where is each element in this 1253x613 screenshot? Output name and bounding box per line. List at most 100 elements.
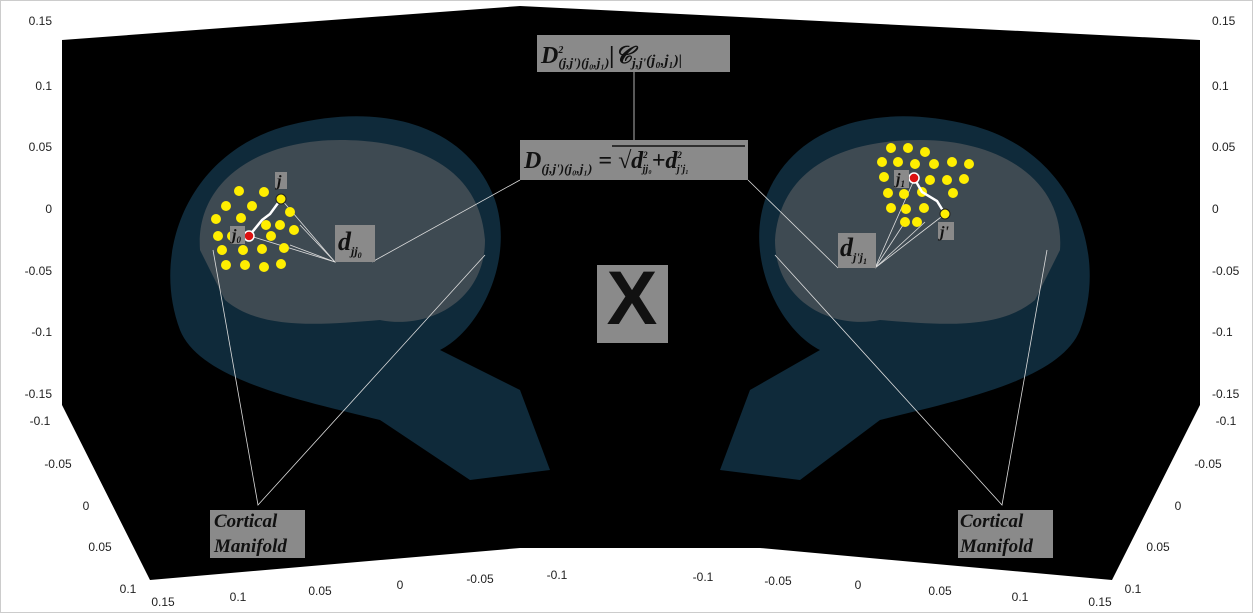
electrode-dot — [886, 143, 896, 153]
electrode-dot — [877, 157, 887, 167]
electrode-dot — [899, 189, 909, 199]
label-box — [838, 233, 876, 268]
electrode-dot — [883, 188, 893, 198]
depth-tick-label: 0 — [83, 499, 90, 513]
label-box — [335, 225, 375, 262]
distance-label: d — [840, 233, 854, 262]
formula-part: d — [665, 148, 678, 174]
point-label: j' — [937, 224, 949, 241]
electrode-dot — [236, 213, 246, 223]
electrode-dot — [886, 203, 896, 213]
point-label: j — [229, 227, 237, 244]
x-tick-label: 0.1 — [1012, 590, 1029, 604]
x-tick-label: -0.1 — [693, 570, 714, 584]
point-j-prime — [939, 208, 951, 220]
label-box — [894, 170, 909, 188]
electrode-dot — [279, 243, 289, 253]
electrode-dot — [211, 214, 221, 224]
z-tick-label: 0.15 — [29, 14, 53, 28]
z-tick-label: 0.1 — [1212, 79, 1229, 93]
point-label: j — [893, 171, 901, 188]
electrode-dot — [929, 159, 939, 169]
electrode-dot — [925, 175, 935, 185]
manifold-label: Cortical — [214, 511, 278, 532]
x-tick-label: 0.05 — [928, 584, 952, 598]
electrode-dot — [959, 174, 969, 184]
electrode-dot — [266, 231, 276, 241]
depth-tick-label: 0.1 — [1125, 582, 1142, 596]
subscript: 0 — [358, 251, 362, 260]
formula-part: (j₀,j₁)| — [646, 53, 682, 69]
x-tick-label: 0 — [397, 578, 404, 592]
distance-label: d — [338, 227, 352, 256]
x-tick-label: 0.05 — [308, 584, 332, 598]
label-box — [958, 510, 1053, 558]
formula-part: jj₀ — [641, 164, 653, 175]
electrode-dot — [942, 175, 952, 185]
distance-label: djj0 — [338, 227, 362, 260]
electrode-dot — [879, 172, 889, 182]
depth-tick-label: -0.05 — [1194, 457, 1222, 471]
formula-box — [537, 35, 730, 72]
depth-tick-label: -0.05 — [44, 457, 72, 471]
z-tick-label: -0.1 — [1212, 325, 1233, 339]
subscript: 1 — [900, 179, 905, 189]
point-j1 — [908, 172, 920, 184]
point-j0 — [243, 230, 255, 242]
z-tick-label: 0 — [1212, 202, 1219, 216]
depth-tick-label: 0.05 — [88, 540, 112, 554]
electrode-dot — [238, 245, 248, 255]
label-box — [275, 172, 287, 189]
x-tick-label: -0.1 — [547, 568, 568, 582]
formula: D(j,j')(j₀,j₁) = √d2 jj₀+d2 j'j₁ — [523, 148, 689, 176]
electrode-dot — [234, 186, 244, 196]
depth-tick-label: 0.1 — [120, 582, 137, 596]
formula: D2 (j,j')(j₀,j₁)|𝒞j,j'(j₀,j₁)| — [540, 43, 682, 70]
electrode-dot — [903, 143, 913, 153]
electrode-dot — [920, 147, 930, 157]
right-brain — [775, 140, 1061, 324]
manifold-label: Manifold — [959, 536, 1033, 557]
electrode-dot — [912, 217, 922, 227]
electrode-dot — [221, 201, 231, 211]
formula-part: 2 — [642, 150, 648, 160]
formula-part: (j,j')(j₀,j₁) — [541, 161, 592, 176]
z-tick-label: -0.1 — [31, 325, 52, 339]
path-line — [248, 198, 283, 237]
electrode-dot — [910, 159, 920, 169]
path-line — [912, 177, 947, 215]
subscript: 1 — [863, 257, 867, 266]
electrode-dot — [221, 260, 231, 270]
subscript: 0 — [236, 235, 241, 245]
z-tick-label: -0.15 — [1212, 387, 1240, 401]
formula-part: j,j' — [630, 55, 646, 70]
z-tick-label: 0.05 — [1212, 140, 1236, 154]
electrode-dot — [900, 217, 910, 227]
x-tick-label: -0.05 — [466, 572, 494, 586]
electrode-dot — [948, 188, 958, 198]
z-tick-label: -0.05 — [1212, 264, 1240, 278]
depth-tick-label: -0.1 — [1216, 414, 1237, 428]
electrode-dot — [259, 262, 269, 272]
manifold-label: Manifold — [213, 536, 287, 557]
formula-part: = √ — [592, 148, 632, 174]
electrode-dot — [247, 201, 257, 211]
path-line — [243, 172, 951, 242]
electrode-dot — [213, 231, 223, 241]
depth-tick-label: 0 — [1175, 499, 1182, 513]
label-box — [597, 265, 668, 343]
x-tick-label: 0.15 — [1088, 595, 1112, 609]
label-box — [230, 226, 245, 244]
electrode-dot — [257, 244, 267, 254]
formula-part: j'j₁ — [675, 164, 689, 175]
formula-part: (j,j')(j₀,j₁) — [558, 55, 609, 70]
z-tick-label: 0.05 — [29, 140, 53, 154]
formula-part: D — [540, 43, 558, 69]
manifold-label: Cortical — [960, 511, 1024, 532]
distance-line — [747, 179, 839, 269]
electrode-dot — [240, 260, 250, 270]
label-box — [938, 222, 954, 240]
z-tick-label: 0 — [45, 202, 52, 216]
formula-part: d — [631, 148, 644, 174]
